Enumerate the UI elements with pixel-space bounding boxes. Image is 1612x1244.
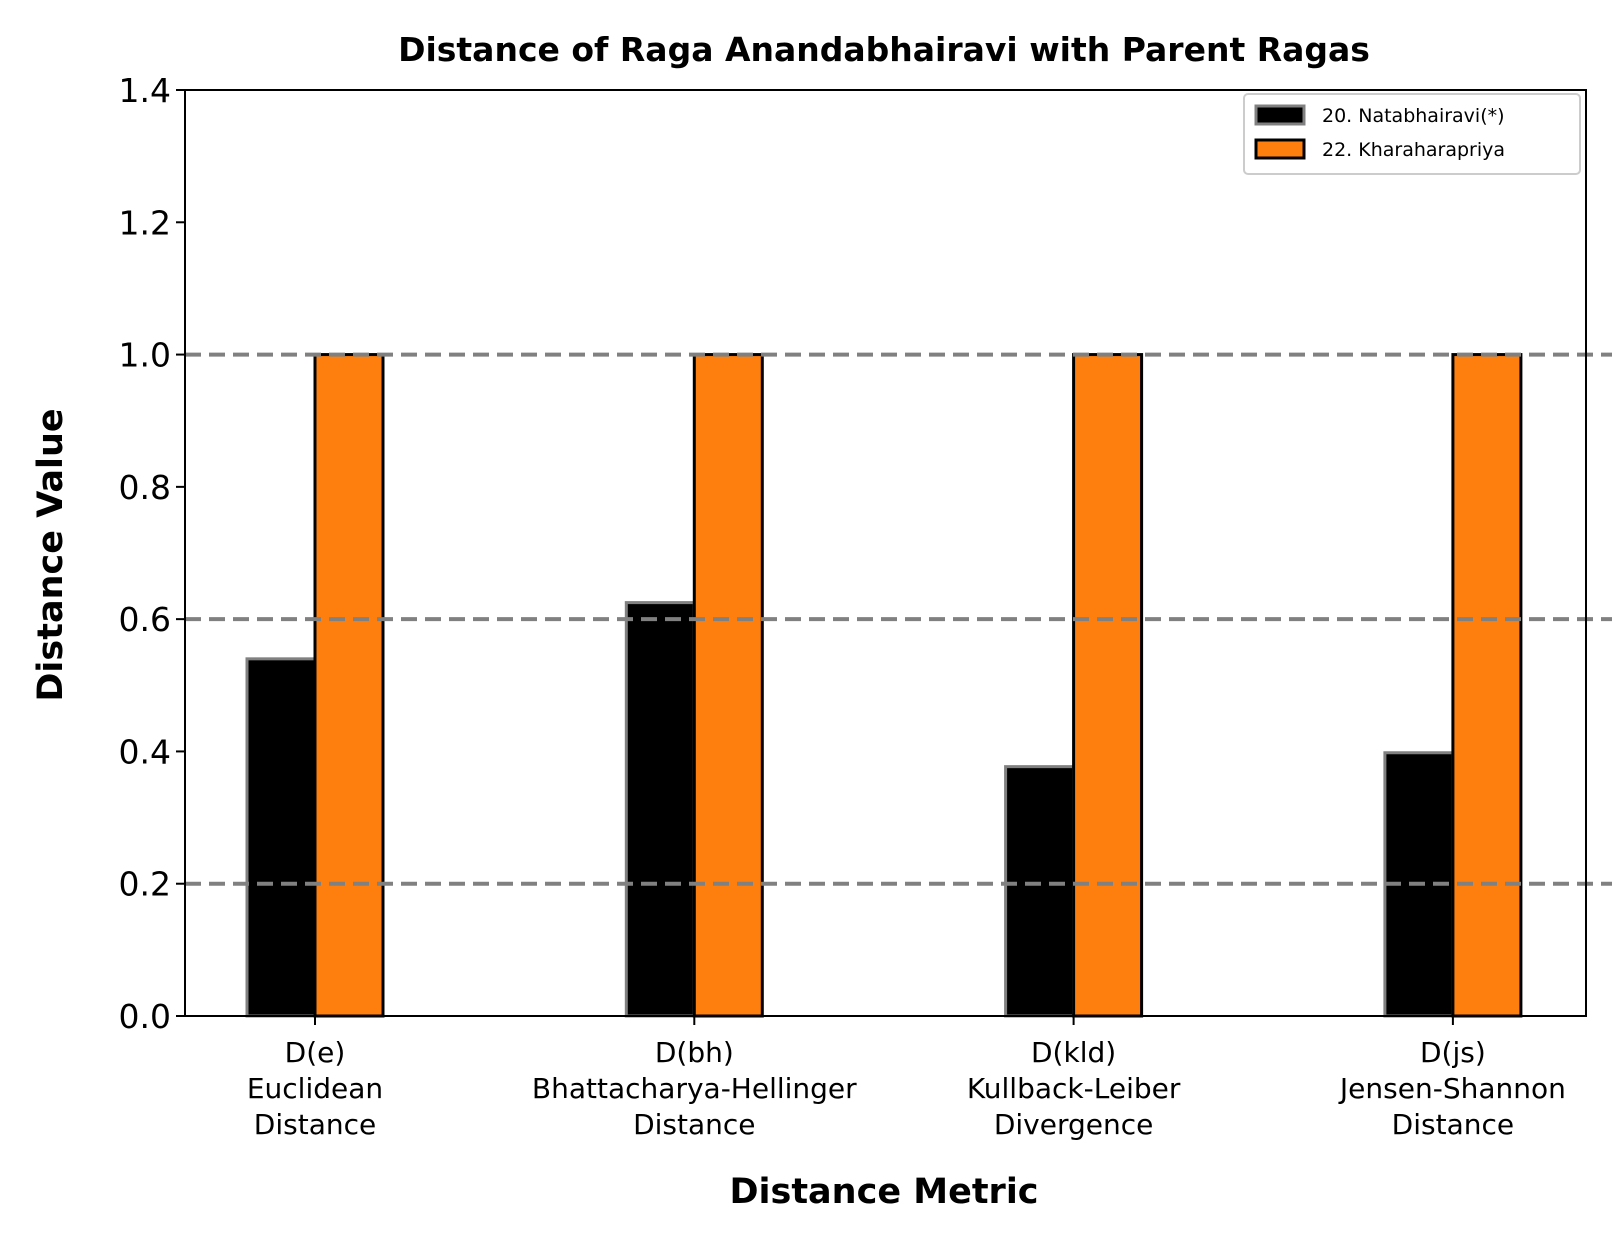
- x-tick-label-line: Jensen-Shannon: [1338, 1072, 1566, 1105]
- x-tick-label-line: D(bh): [655, 1036, 734, 1069]
- x-tick-label-line: Divergence: [994, 1108, 1154, 1141]
- chart-title: Distance of Raga Anandabhairavi with Par…: [398, 30, 1370, 69]
- y-tick-label-1: 0.0: [119, 997, 171, 1036]
- x-tick-label-1: D(e) Euclidean Distance: [247, 1036, 383, 1141]
- legend-label-2: 22. Kharaharapriya: [1322, 139, 1505, 161]
- bar-2-1: [313, 353, 385, 1018]
- legend-box: [1243, 93, 1581, 175]
- bar-1-1: [245, 657, 317, 1018]
- x-tick-label-3: D(kld) Kullback-Leiber Divergence: [967, 1036, 1181, 1141]
- y-tick-label-3: 0.4: [119, 732, 171, 771]
- x-tick-label-4: D(js) Jensen-Shannon Distance: [1338, 1036, 1566, 1141]
- x-axis-label: Distance Metric: [729, 1172, 1038, 1212]
- x-tick-label-line: D(kld): [1031, 1036, 1116, 1069]
- y-tick-label-6: 1.0: [119, 336, 171, 375]
- x-tick-label-line: Distance: [1392, 1108, 1514, 1141]
- bar-1-2: [624, 601, 696, 1018]
- x-tick-label-line: Distance: [254, 1108, 376, 1141]
- y-tick-label-2: 0.2: [119, 865, 171, 904]
- y-tick-label-4: 0.6: [119, 600, 171, 639]
- x-tick-label-2: D(bh) Bhattacharya-Hellinger Distance: [532, 1036, 857, 1141]
- x-tick-label-line: Kullback-Leiber: [967, 1072, 1181, 1105]
- y-tick-label-7: 1.2: [119, 203, 171, 242]
- axes-frame: [184, 89, 1587, 1017]
- plot-area: 0.00.20.40.60.81.01.21.4D(e) Euclidean Dis…: [119, 71, 1612, 1141]
- legend-label-1: 20. Natabhairavi(*): [1322, 105, 1505, 127]
- legend-swatch-2: [1254, 138, 1306, 160]
- bar-2-4: [1451, 353, 1523, 1018]
- x-tick-label-line: D(e): [285, 1036, 346, 1069]
- y-tick-label-5: 0.8: [119, 468, 171, 507]
- legend-swatch-1: [1254, 104, 1306, 126]
- bar-1-3: [1004, 765, 1076, 1018]
- x-tick-label-line: Euclidean: [247, 1072, 383, 1105]
- bar-2-3: [1072, 353, 1144, 1018]
- x-tick-label-line: Distance: [633, 1108, 755, 1141]
- bar-2-2: [692, 353, 764, 1018]
- x-tick-label-line: D(js): [1420, 1036, 1486, 1069]
- y-tick-label-8: 1.4: [119, 71, 171, 110]
- x-tick-label-line: Bhattacharya-Hellinger: [532, 1072, 857, 1105]
- y-axis-label: Distance Value: [31, 408, 71, 701]
